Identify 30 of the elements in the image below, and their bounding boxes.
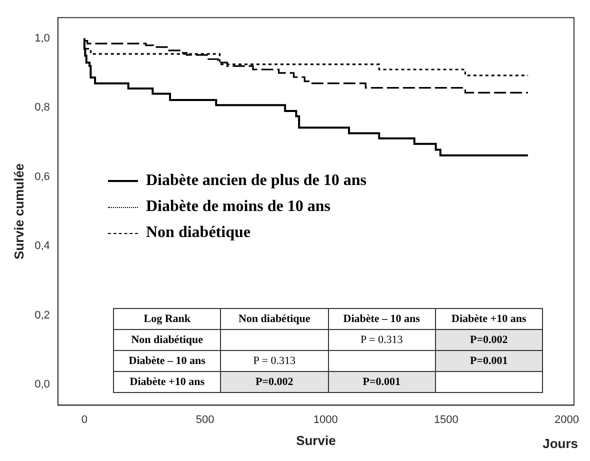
x-tick-label: 0 xyxy=(81,414,88,426)
x-tick-label: 1000 xyxy=(313,414,338,426)
x-tick-label: 500 xyxy=(196,414,214,426)
text: Jours xyxy=(542,436,578,451)
annotation: P = 0.313 xyxy=(328,330,436,350)
annotation: Non diabétique xyxy=(220,308,328,330)
y-axis-title: Survie cumulée xyxy=(11,163,26,260)
y-tick-label: 0,2 xyxy=(34,309,50,322)
annotation: P=0.001 xyxy=(435,350,542,372)
annotation: Diabète +10 ans xyxy=(114,372,221,392)
annotation: Log Rank xyxy=(114,308,221,330)
y-tick-label: 0,4 xyxy=(34,240,50,252)
legend-label: Diabète de moins de 10 ans xyxy=(146,197,330,217)
annotation: P=0.001 xyxy=(328,372,436,392)
annotation: Non diabétique xyxy=(114,330,221,350)
x-axis-title: Survie xyxy=(296,432,336,448)
x-tick-label: 2000 xyxy=(554,414,580,426)
legend-label: Diabète ancien de plus de 10 ans xyxy=(146,171,366,191)
x-tick-label: 1500 xyxy=(434,414,458,426)
y-tick-label: 1,0 xyxy=(34,32,50,44)
annotation: Diabète +10 ans xyxy=(435,308,542,330)
y-tick-label: 0,8 xyxy=(34,102,50,114)
legend-label: Non diabétique xyxy=(146,223,250,243)
annotation: Diabète – 10 ans xyxy=(328,308,436,330)
annotation: P=0.002 xyxy=(220,372,328,392)
annotation: P=0.002 xyxy=(435,330,542,350)
y-tick-label: 0,0 xyxy=(34,378,50,390)
annotation: Diabète – 10 ans xyxy=(114,350,221,372)
annotation: P = 0.313 xyxy=(220,350,328,372)
y-tick-label: 0,6 xyxy=(34,170,50,183)
